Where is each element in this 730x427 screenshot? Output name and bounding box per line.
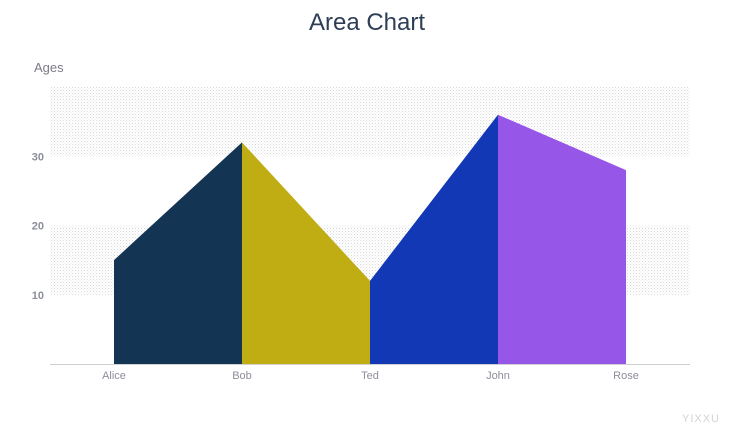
y-axis-label: Ages	[34, 60, 64, 75]
area-series	[114, 114, 626, 364]
x-tick-label: Bob	[232, 370, 252, 382]
x-axis-ticks: Alice Bob Ted John Rose	[102, 370, 639, 382]
area-segment-bob-ted	[242, 142, 370, 364]
x-tick-label: John	[486, 370, 510, 382]
chart-title: Area Chart	[309, 9, 425, 36]
y-tick-label: 30	[32, 151, 44, 163]
area-segment-alice-bob	[114, 142, 242, 364]
grid-band	[50, 87, 690, 157]
x-tick-label: Ted	[361, 370, 379, 382]
x-tick-label: Rose	[613, 370, 639, 382]
y-tick-label: 20	[32, 221, 44, 233]
watermark: YIXXU	[682, 413, 720, 425]
y-axis-ticks: 10 20 30	[32, 151, 44, 302]
x-tick-label: Alice	[102, 370, 126, 382]
area-segment-john-rose	[498, 114, 626, 364]
y-tick-label: 10	[32, 290, 44, 302]
area-segment-ted-john	[370, 114, 498, 364]
